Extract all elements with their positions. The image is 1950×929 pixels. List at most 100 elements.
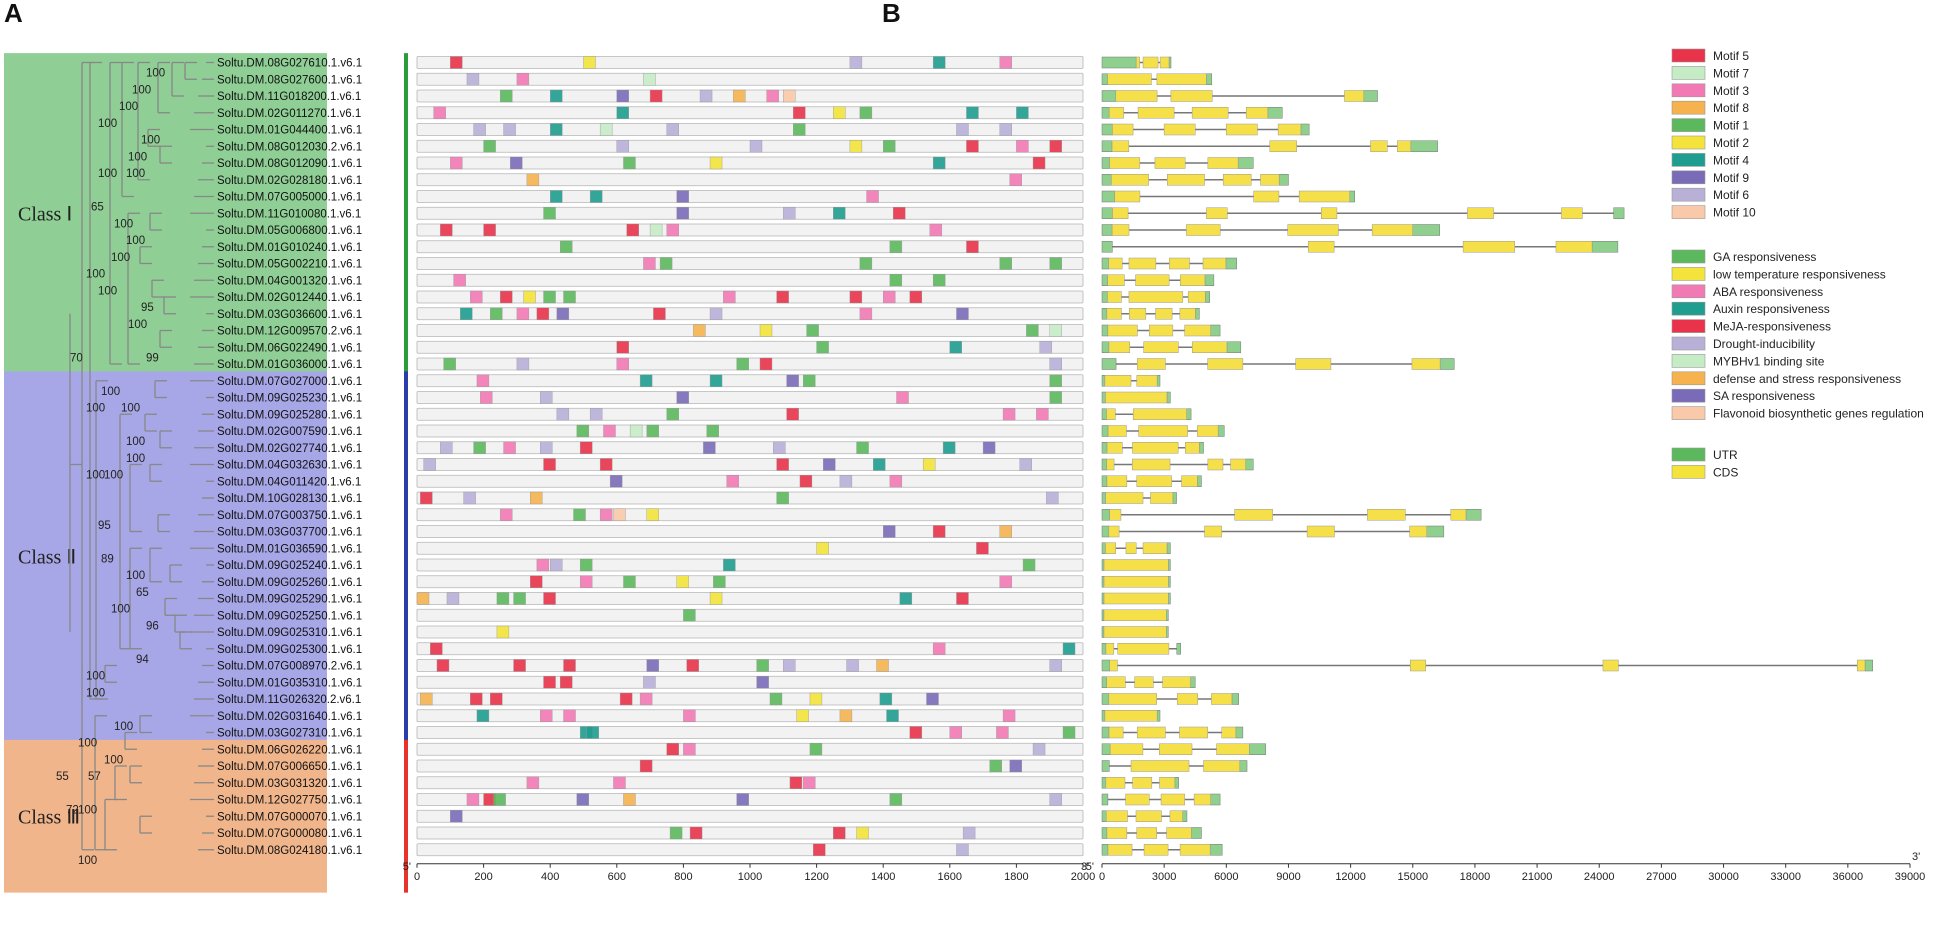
cis-element-box [1062, 726, 1076, 739]
gene-structure-panel [1101, 56, 1873, 856]
cis-element-box [796, 709, 809, 722]
utr-box [1101, 257, 1109, 270]
gene-axis-tick-label: 30000 [1708, 871, 1739, 883]
cds-box [1191, 107, 1229, 119]
cis-element-box [879, 692, 893, 706]
legend-motif-swatch [1671, 135, 1706, 150]
cds-box [1106, 458, 1115, 471]
promoter-bar [416, 642, 1084, 656]
cis-element-box [932, 525, 946, 538]
bootstrap-value: 100 [141, 135, 160, 147]
cis-element-box [966, 240, 979, 253]
legend-element-swatch [1671, 354, 1706, 368]
cis-element-box [639, 759, 653, 773]
promoter-bar [416, 240, 1084, 254]
cis-element-box [966, 140, 979, 153]
cis-element-box [1009, 173, 1022, 186]
cis-element-box [776, 458, 789, 471]
utr-box [1176, 643, 1181, 655]
cds-box [1211, 693, 1233, 705]
cds-box [1125, 542, 1137, 554]
cds-box [1370, 140, 1388, 152]
cis-element-box [556, 408, 570, 421]
cds-box [1207, 358, 1244, 370]
utr-box [1156, 375, 1161, 387]
cis-element-box [623, 156, 636, 170]
cis-element-box [543, 676, 556, 689]
bootstrap-value: 100 [98, 285, 117, 297]
cds-box [1462, 241, 1515, 253]
cis-element-box [949, 726, 962, 739]
promoter-bar [416, 776, 1084, 790]
cis-element-box [686, 659, 699, 672]
cis-element-box [976, 542, 989, 555]
cds-box [1287, 224, 1339, 236]
gene-name: Soltu.DM.04G032630.1.v6.1 [217, 460, 362, 472]
cis-element-box [1002, 408, 1016, 421]
utr-box [1101, 475, 1108, 487]
utr-box [1101, 559, 1105, 571]
utr-box [1101, 710, 1106, 722]
gene-name: Soltu.DM.11G018200.1.v6.1 [217, 91, 361, 103]
cis-element-box [849, 140, 863, 153]
cis-element-box [1049, 357, 1062, 371]
cis-element-box [646, 508, 659, 521]
cis-element-box [1026, 324, 1039, 337]
gene-name: Soltu.DM.01G035310.1.v6.1 [217, 677, 362, 689]
cds-box [1105, 777, 1126, 789]
cis-element-box [466, 73, 480, 86]
gene-name: Soltu.DM.09G025310.1.v6.1 [217, 627, 362, 639]
cis-element-box [909, 726, 923, 739]
cis-element-box [833, 106, 846, 119]
gene-name: Soltu.DM.09G025260.1.v6.1 [217, 577, 362, 589]
legend-motif-swatch [1671, 153, 1706, 167]
cis-element-box [793, 106, 806, 119]
bootstrap-value: 100 [126, 168, 145, 180]
cis-element-box [886, 709, 899, 722]
cds-box [1142, 542, 1168, 554]
cds-box [1136, 358, 1166, 370]
gene-name: Soltu.DM.11G026320.2.v6.1 [217, 694, 361, 706]
promoter-bar [416, 190, 1084, 203]
utr-box [1210, 793, 1221, 806]
cis-element-box [1062, 642, 1076, 655]
utr-box [1101, 241, 1113, 253]
utr-box [1101, 693, 1110, 705]
class-block [4, 739, 327, 893]
cds-box [1206, 207, 1228, 219]
cis-element-box [496, 592, 510, 605]
cis-element-box [490, 692, 503, 706]
promoter-bar [416, 541, 1084, 555]
cis-element-box [450, 156, 463, 170]
cis-element-box [480, 391, 493, 404]
utr-box [1101, 525, 1110, 538]
class-label: Class Ⅱ [18, 547, 76, 569]
utr-box [1191, 827, 1202, 839]
legend-motif-label: Motif 2 [1713, 136, 1749, 150]
cis-element-box [573, 508, 586, 521]
cis-element-box [773, 441, 786, 454]
gene-axis-tick-label: 15000 [1397, 871, 1428, 883]
promoter-bar [416, 793, 1084, 806]
cis-element-box [783, 659, 796, 672]
cds-box [1184, 442, 1200, 454]
cds-box [1103, 576, 1169, 588]
cis-element-box [876, 659, 889, 672]
cds-box [1107, 274, 1125, 286]
cds-box [1108, 107, 1124, 119]
gene-name: Soltu.DM.07G000080.1.v6.1 [217, 828, 362, 840]
utr-box [1168, 576, 1171, 588]
utr-box [1195, 308, 1200, 320]
cis-element-box [589, 190, 603, 203]
cis-element-box [1049, 793, 1062, 806]
bootstrap-value: 65 [136, 587, 149, 599]
cds-box [1138, 425, 1188, 437]
cds-box [1191, 341, 1228, 353]
cds-box [1109, 157, 1141, 169]
gene-name: Soltu.DM.09G025230.1.v6.1 [217, 393, 362, 405]
promoter-axis-start: 5' [403, 861, 411, 873]
cis-element-box [839, 475, 853, 488]
cds-box [1128, 257, 1157, 270]
cds-box [1308, 241, 1335, 253]
